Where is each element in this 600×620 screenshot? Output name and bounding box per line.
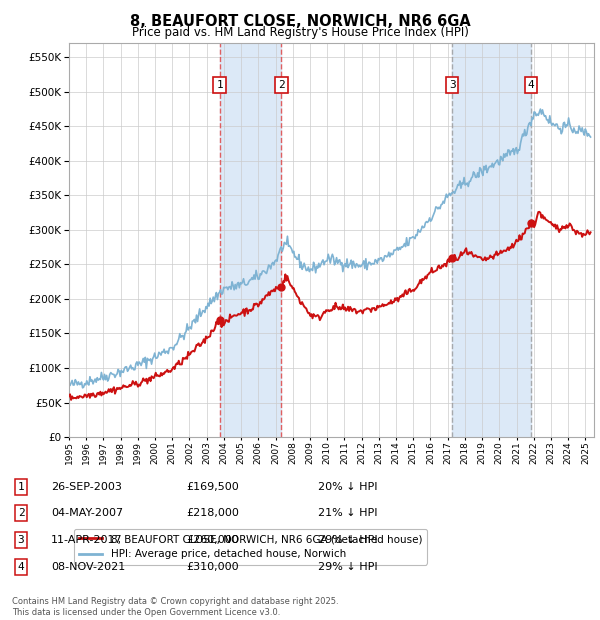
Text: 2: 2 (17, 508, 25, 518)
Text: £260,000: £260,000 (186, 535, 239, 545)
Bar (220, 43, 281, 437)
Legend: 8, BEAUFORT CLOSE, NORWICH, NR6 6GA (detached house), HPI: Average price, detach: 8, BEAUFORT CLOSE, NORWICH, NR6 6GA (det… (74, 529, 427, 565)
Text: 8, BEAUFORT CLOSE, NORWICH, NR6 6GA: 8, BEAUFORT CLOSE, NORWICH, NR6 6GA (130, 14, 470, 29)
Text: 3: 3 (449, 80, 456, 90)
Text: 3: 3 (17, 535, 25, 545)
Text: 26-SEP-2003: 26-SEP-2003 (51, 482, 122, 492)
Text: Price paid vs. HM Land Registry's House Price Index (HPI): Price paid vs. HM Land Registry's House … (131, 26, 469, 39)
Text: £310,000: £310,000 (186, 562, 239, 572)
Text: 4: 4 (528, 80, 535, 90)
Text: 1: 1 (216, 80, 223, 90)
Text: 29% ↓ HPI: 29% ↓ HPI (318, 535, 377, 545)
Text: 4: 4 (17, 562, 25, 572)
Text: Contains HM Land Registry data © Crown copyright and database right 2025.
This d: Contains HM Land Registry data © Crown c… (12, 598, 338, 617)
Text: 04-MAY-2007: 04-MAY-2007 (51, 508, 123, 518)
Text: £169,500: £169,500 (186, 482, 239, 492)
Text: 2: 2 (278, 80, 285, 90)
Text: £218,000: £218,000 (186, 508, 239, 518)
Text: 21% ↓ HPI: 21% ↓ HPI (318, 508, 377, 518)
Text: 1: 1 (17, 482, 25, 492)
Bar (452, 43, 531, 437)
Text: 29% ↓ HPI: 29% ↓ HPI (318, 562, 377, 572)
Text: 11-APR-2017: 11-APR-2017 (51, 535, 122, 545)
Text: 08-NOV-2021: 08-NOV-2021 (51, 562, 125, 572)
Text: 20% ↓ HPI: 20% ↓ HPI (318, 482, 377, 492)
